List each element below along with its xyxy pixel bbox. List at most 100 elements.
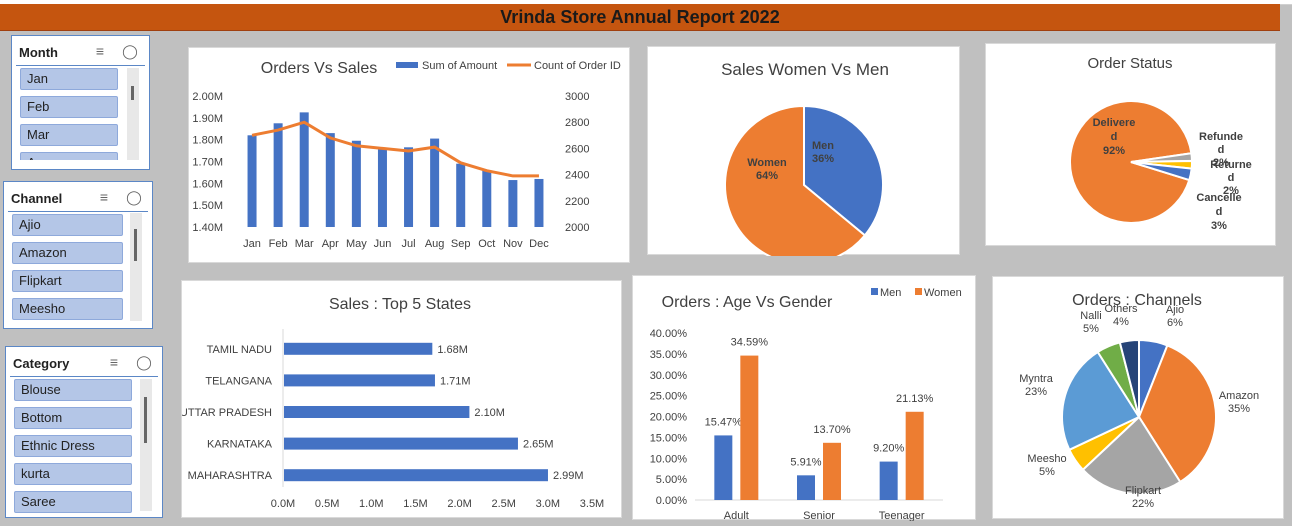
y-right-tick: 2200 — [565, 196, 589, 208]
y-left-tick: 1.70M — [192, 157, 223, 169]
bar-amount — [273, 123, 283, 227]
data-label-state: 1.68M — [437, 344, 468, 356]
slicer-item-channel[interactable]: Flipkart — [12, 270, 123, 292]
channel-slice — [1137, 344, 1217, 484]
data-label-channel: Myntra 23% — [1019, 373, 1054, 398]
data-label-women: Women 64% — [747, 157, 787, 182]
x-tick: Adult — [724, 510, 749, 521]
data-label-refunded: Refunde d 2% — [1199, 131, 1243, 169]
slicer-item-month[interactable]: A — [20, 152, 118, 160]
bar-amount — [247, 135, 257, 227]
clear-filter-icon[interactable]: ◯ — [122, 43, 138, 59]
data-label-state: 1.71M — [440, 375, 471, 387]
y-tick-state: MAHARASHTRA — [188, 470, 273, 482]
slicer-scrollbar[interactable] — [140, 379, 152, 511]
x-tick: Teenager — [879, 510, 925, 521]
age-gender-chart[interactable]: Orders : Age Vs Gender Men Women 0.00% 5.00%… — [632, 275, 976, 522]
data-label-cancelled: Cancelle d 3% — [1196, 192, 1241, 232]
channels-chart[interactable]: Orders : Channels Ajio 6% Amazon 35% Flipkart… — [992, 276, 1284, 519]
bar-men — [714, 435, 733, 500]
slicer-item-month[interactable]: Mar — [20, 124, 118, 146]
y-tick: 40.00% — [650, 328, 688, 340]
data-label-channel: Ajio 6% — [1166, 304, 1184, 329]
legend-label-count: Count of Order ID — [534, 60, 621, 72]
slicer-item-channel[interactable]: Ajio — [12, 214, 123, 236]
data-label-state: 2.99M — [553, 470, 584, 482]
y-tick: 20.00% — [650, 412, 688, 424]
legend-swatch-amount — [396, 62, 418, 68]
clear-filter-icon[interactable]: ◯ — [126, 189, 142, 205]
y-left-tick: 1.40M — [192, 222, 223, 234]
x-tick: 3.0M — [536, 498, 560, 510]
x-tick: Senior — [803, 510, 835, 521]
x-tick: 1.5M — [403, 498, 427, 510]
gender-slice — [803, 104, 884, 237]
chart-title: Orders : Age Vs Gender — [662, 294, 833, 311]
data-label-channel: Others 4% — [1104, 303, 1138, 328]
slicer-item-month[interactable]: Jan — [20, 68, 118, 90]
x-tick: Dec — [529, 238, 549, 250]
legend-label-women: Women — [924, 287, 962, 299]
x-tick: Mar — [295, 238, 314, 250]
slicer-title: Channel — [11, 191, 63, 206]
slicer-header: Month ≡ ◯ — [16, 39, 145, 66]
channel-slicer[interactable]: Channel ≡ ◯ Ajio Amazon Flipkart Meesho — [3, 181, 153, 329]
y-left-tick: 1.90M — [192, 113, 223, 125]
y-left-tick: 2.00M — [192, 91, 223, 103]
multi-select-icon[interactable]: ≡ — [95, 43, 105, 59]
x-tick: Oct — [478, 238, 495, 250]
y-tick: 30.00% — [650, 370, 688, 382]
bar-women — [823, 442, 841, 500]
bar-amount — [534, 178, 544, 227]
y-tick: 15.00% — [650, 432, 688, 444]
clear-filter-icon[interactable]: ◯ — [136, 354, 152, 370]
slicer-item-month[interactable]: Feb — [20, 96, 118, 118]
sales-gender-chart[interactable]: Sales Women Vs Men Men 36% Women 64% — [647, 46, 960, 265]
x-tick: 3.5M — [580, 498, 604, 510]
slicer-scrollbar[interactable] — [130, 213, 142, 321]
order-status-chart[interactable]: Order Status Delivere d 92% Refunde d 2% Return… — [985, 43, 1276, 246]
legend-label-men: Men — [880, 287, 901, 299]
x-tick: May — [346, 238, 367, 250]
chart-title: Sales Women Vs Men — [721, 60, 889, 79]
y-left-tick: 1.60M — [192, 178, 223, 190]
slicer-item-category[interactable]: Bottom — [14, 407, 132, 429]
data-label-channel: Meesho 5% — [1027, 453, 1066, 478]
x-tick: Apr — [322, 238, 339, 250]
category-slicer[interactable]: Category ≡ ◯ Blouse Bottom Ethnic Dress … — [5, 346, 163, 518]
bar-amount — [377, 149, 387, 227]
orders-vs-sales-chart[interactable]: Orders Vs Sales Sum of Amount Count of Ord… — [188, 47, 630, 263]
multi-select-icon[interactable]: ≡ — [109, 354, 119, 370]
multi-select-icon[interactable]: ≡ — [99, 189, 109, 205]
channel-slice — [1081, 415, 1182, 495]
data-label-delivered: Delivere d 92% — [1093, 117, 1136, 157]
y-tick: 25.00% — [650, 391, 688, 403]
y-right-tick: 2600 — [565, 143, 589, 155]
y-tick: 0.00% — [656, 495, 687, 507]
y-left-tick: 1.80M — [192, 135, 223, 147]
x-tick: 1.0M — [359, 498, 383, 510]
status-slice — [1069, 100, 1193, 225]
bar-amount — [508, 180, 518, 227]
slicer-item-category[interactable]: Ethnic Dress — [14, 435, 132, 457]
bar-amount — [325, 133, 335, 227]
age-gender-svg: Orders : Age Vs Gender Men Women 0.00% 5.00%… — [650, 287, 962, 522]
data-label: 9.20% — [873, 443, 904, 455]
slicer-item-channel[interactable]: Meesho — [12, 298, 123, 320]
slicer-item-channel[interactable]: Amazon — [12, 242, 123, 264]
slicer-item-category[interactable]: Saree — [14, 491, 132, 513]
bar-men — [797, 475, 815, 500]
slicer-scrollbar[interactable] — [127, 68, 139, 160]
slicer-item-category[interactable]: Blouse — [14, 379, 132, 401]
y-tick: 35.00% — [650, 349, 688, 361]
slicer-item-category[interactable]: kurta — [14, 463, 132, 485]
y-tick: 5.00% — [656, 474, 687, 486]
report-title: Vrinda Store Annual Report 2022 — [500, 7, 780, 27]
top-states-chart[interactable]: Sales : Top 5 States TAMIL NADU 1.68M TELAN… — [180, 280, 622, 518]
scrollbar-thumb[interactable] — [134, 229, 137, 261]
month-slicer[interactable]: Month ≡ ◯ Jan Feb Mar A — [11, 35, 150, 170]
data-label: 5.91% — [790, 456, 821, 468]
scrollbar-thumb[interactable] — [131, 86, 134, 100]
legend-swatch-men — [871, 288, 878, 295]
scrollbar-thumb[interactable] — [144, 397, 147, 443]
